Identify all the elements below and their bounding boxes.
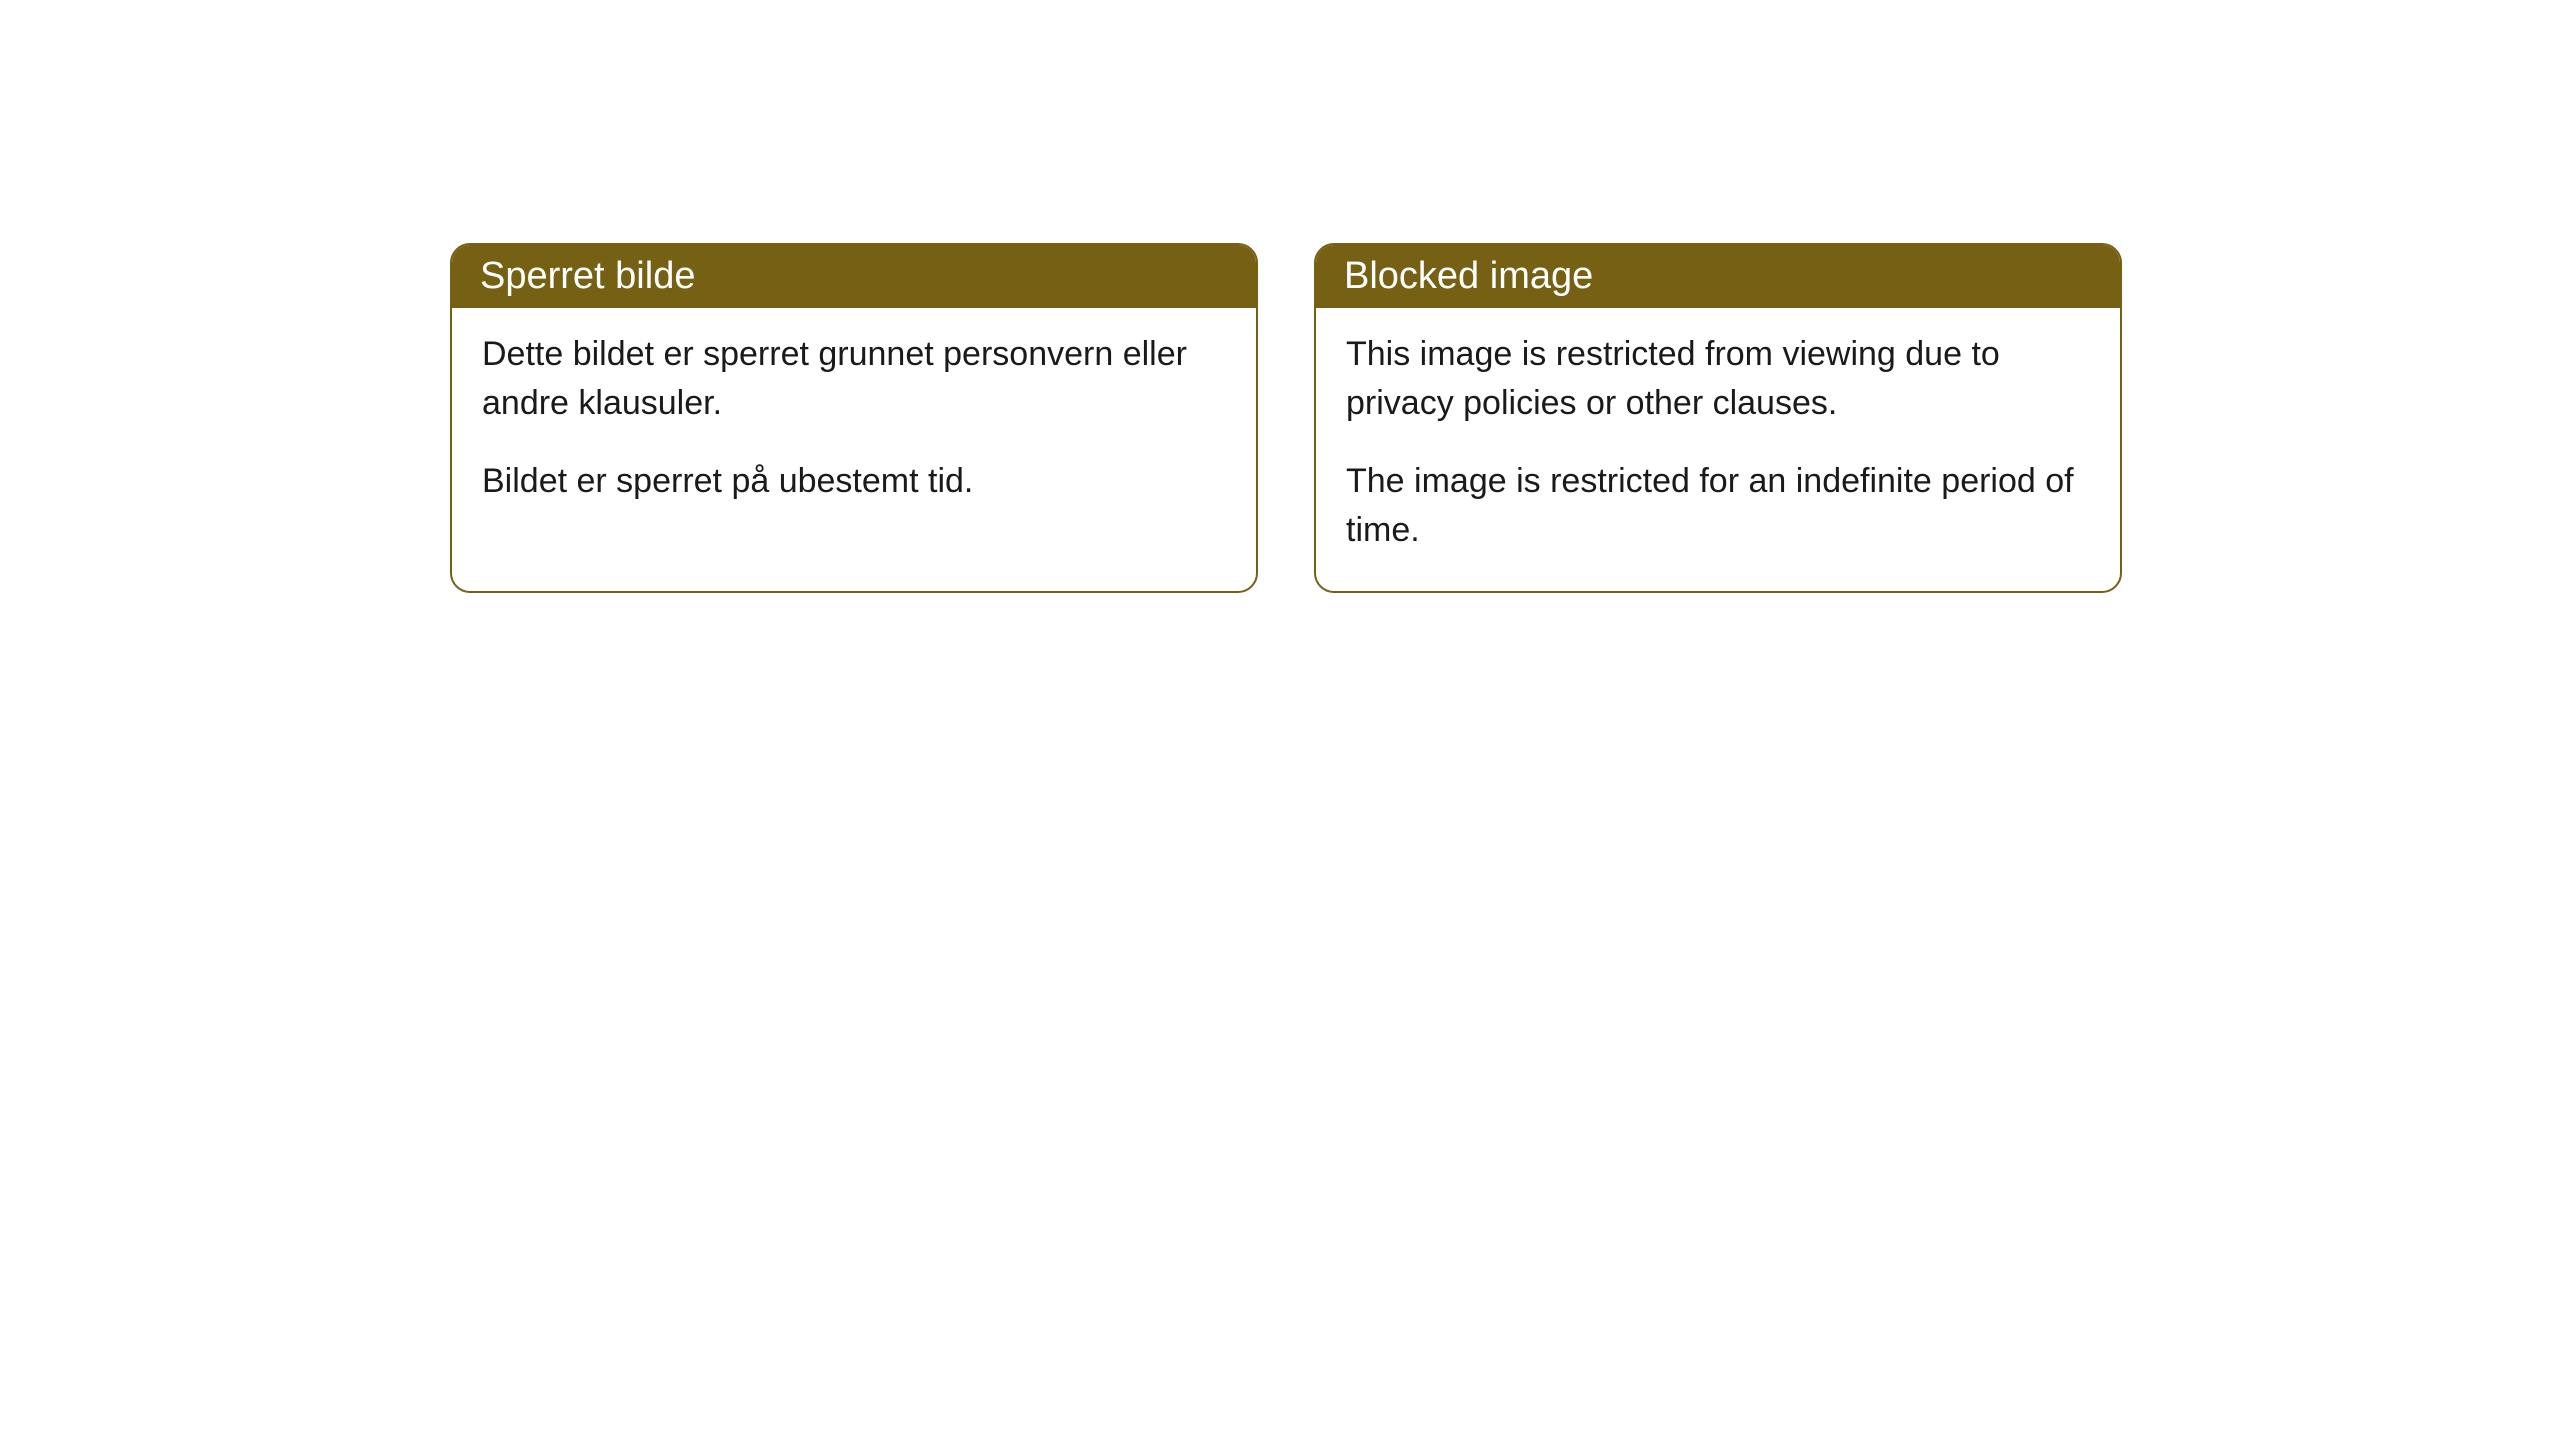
card-title: Blocked image: [1344, 255, 1593, 297]
card-paragraph-2: The image is restricted for an indefinit…: [1346, 457, 2090, 556]
blocked-image-card-norwegian: Sperret bilde Dette bildet er sperret gr…: [450, 243, 1258, 593]
card-paragraph-1: This image is restricted from viewing du…: [1346, 330, 2090, 429]
card-title: Sperret bilde: [480, 255, 695, 297]
card-header-english: Blocked image: [1316, 245, 2120, 308]
blocked-image-card-english: Blocked image This image is restricted f…: [1314, 243, 2122, 593]
card-paragraph-2: Bildet er sperret på ubestemt tid.: [482, 457, 1226, 506]
card-body-norwegian: Dette bildet er sperret grunnet personve…: [452, 308, 1256, 542]
card-header-norwegian: Sperret bilde: [452, 245, 1256, 308]
card-paragraph-1: Dette bildet er sperret grunnet personve…: [482, 330, 1226, 429]
cards-container: Sperret bilde Dette bildet er sperret gr…: [450, 243, 2122, 593]
card-body-english: This image is restricted from viewing du…: [1316, 308, 2120, 591]
